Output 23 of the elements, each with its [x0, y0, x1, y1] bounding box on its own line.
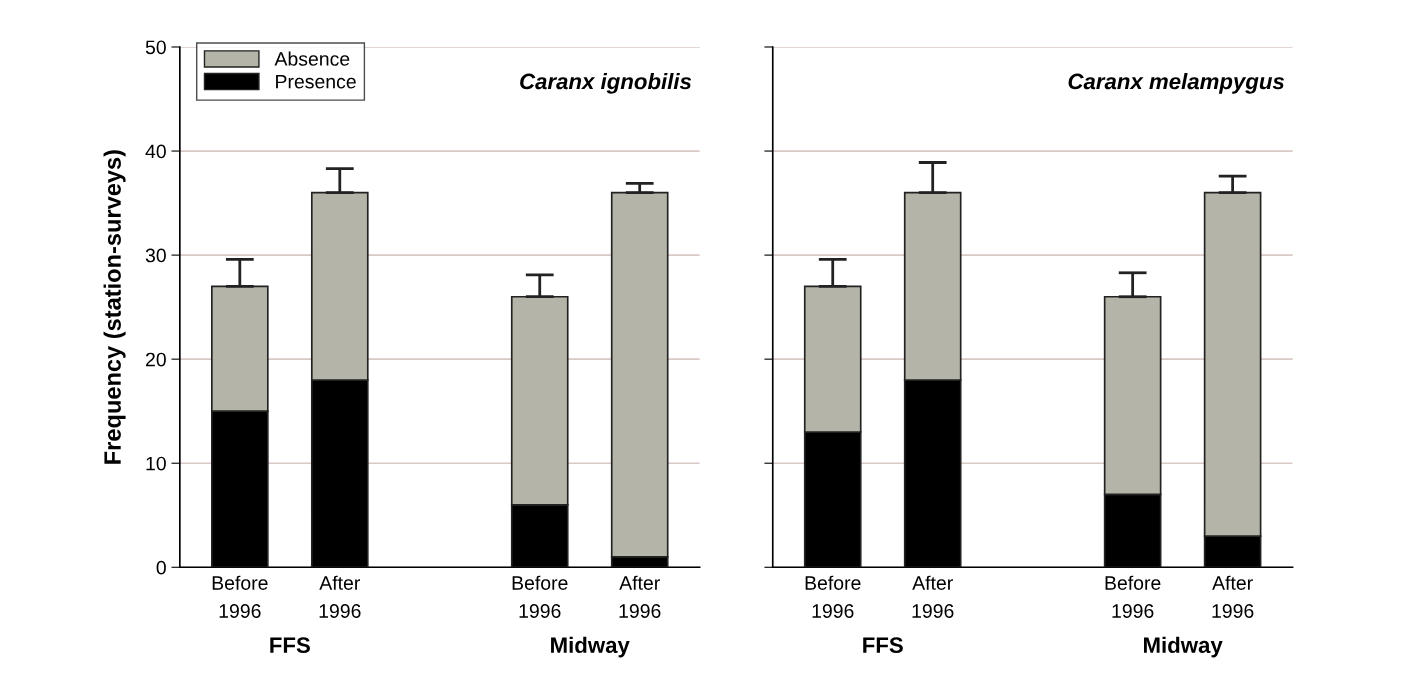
text: FFS [270, 637, 310, 654]
x-tick-label: Before 1996 [212, 575, 268, 618]
legend-label: Absence [274, 51, 350, 66]
y-axis-title: Frequency (station-surveys) [103, 150, 126, 464]
y-tick-label: 40 [145, 144, 166, 159]
x-tick-label: After 1996 [319, 575, 361, 618]
text: Caranx melampygus [1068, 73, 1285, 94]
x-tick-label: After 1996 [912, 575, 954, 618]
x-tick-label: Before 1996 [1105, 575, 1161, 618]
legend-label: Presence [276, 74, 356, 89]
y-tick-label: 10 [146, 456, 166, 471]
text: FFS [863, 637, 903, 654]
y-tick-label: 30 [145, 248, 166, 263]
text: Midway [1143, 636, 1223, 658]
y-tick-label: 0 [156, 560, 166, 575]
y-tick-label: 20 [146, 352, 166, 367]
x-tick-label: Before 1996 [512, 575, 568, 618]
x-tick-label: Before 1996 [805, 575, 861, 618]
text: Caranx ignobilis [520, 73, 692, 94]
y-tick-label: 50 [145, 40, 166, 55]
x-tick-label: After 1996 [1212, 575, 1254, 618]
x-tick-label: After 1996 [619, 575, 661, 618]
text: Midway [551, 636, 630, 658]
